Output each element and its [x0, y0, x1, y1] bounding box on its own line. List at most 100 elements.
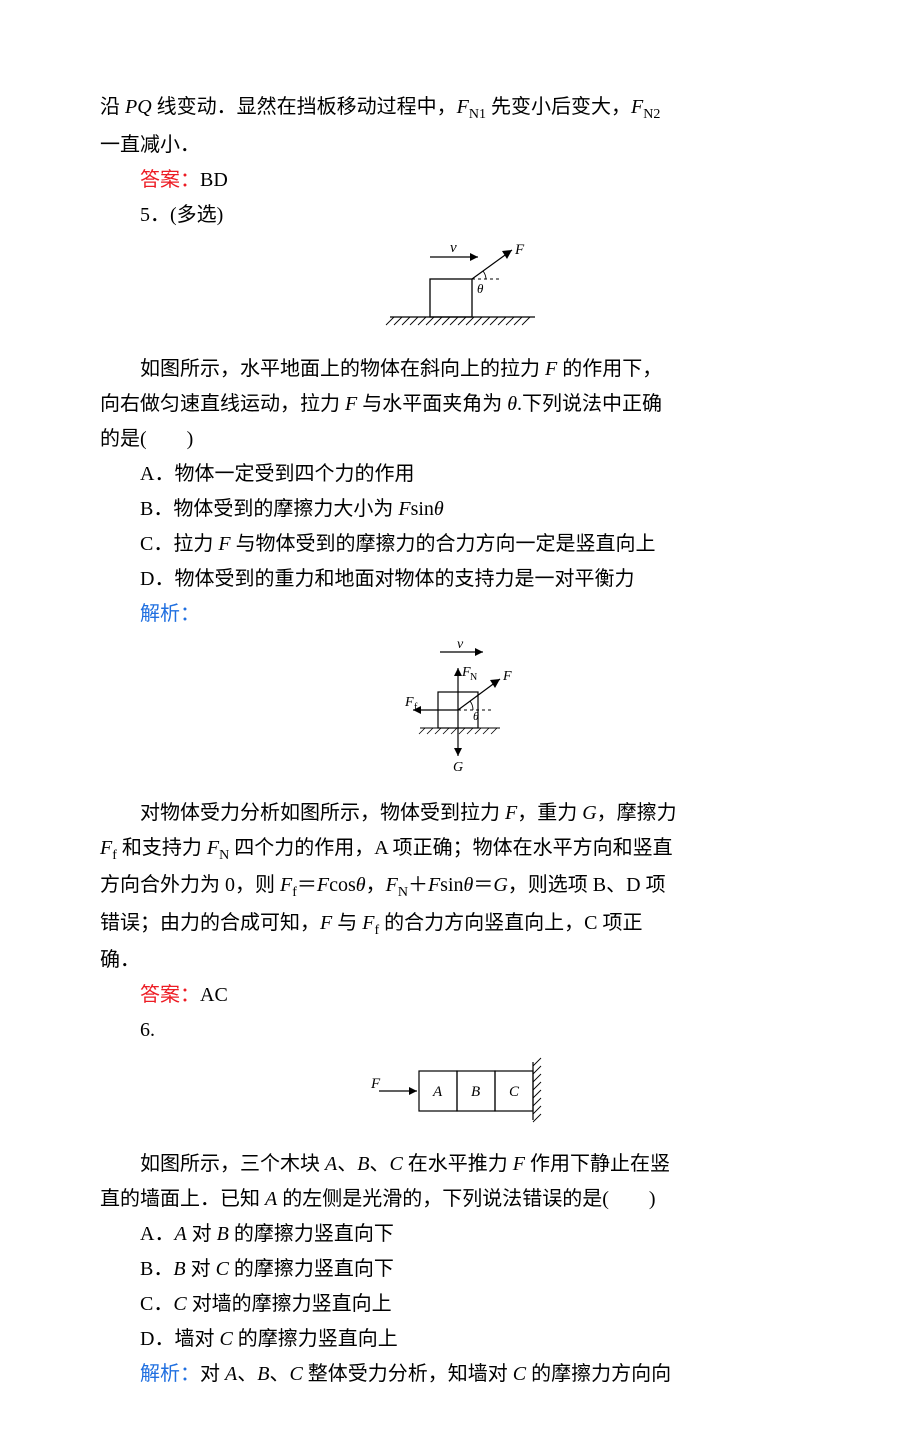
text: 与水平面夹角为: [357, 393, 507, 415]
text: 四个力的作用，A 项正确；物体在水平方向和竖直: [229, 837, 672, 859]
text: 对: [187, 1223, 217, 1245]
variable-b: B: [173, 1258, 185, 1280]
text: D．墙对: [140, 1328, 219, 1350]
text: B．: [140, 1258, 173, 1280]
text: B．物体受到的摩擦力大小为: [140, 498, 398, 520]
answer-value: AC: [200, 984, 228, 1006]
answer-value: BD: [200, 169, 228, 191]
label-f: F: [514, 242, 525, 258]
variable-f: F: [207, 837, 219, 859]
variable-c: C: [219, 1328, 232, 1350]
subscript: N: [398, 885, 408, 900]
text: 整体受力分析，知墙对: [303, 1363, 513, 1385]
variable-a: A: [325, 1153, 337, 1175]
text: 的左侧是光滑的，下列说法错误的是( ): [277, 1188, 655, 1210]
text: 的摩擦力竖直向下: [229, 1223, 394, 1245]
q5-stem-line3: 的是( ): [100, 422, 820, 457]
q6-number: 6.: [100, 1013, 820, 1048]
text: 的摩擦力竖直向上: [233, 1328, 398, 1350]
variable-f: F: [505, 802, 517, 824]
explain-label: 解析：: [140, 1363, 200, 1385]
q5-exp-line3: 方向合外力为 0，则 Ff＝Fcosθ，FN＋Fsinθ＝G，则选项 B、D 项: [100, 868, 820, 906]
text: 先变小后变大，: [486, 96, 631, 118]
text: C．拉力: [140, 533, 218, 555]
text: ，则选项 B、D 项: [508, 874, 666, 896]
variable-a: A: [174, 1223, 186, 1245]
variable-c: C: [513, 1363, 526, 1385]
q5-exp-line4: 错误；由力的合成可知，F 与 Ff 的合力方向竖直向上，C 项正: [100, 906, 820, 944]
q5-explain-label: 解析：: [100, 597, 820, 632]
text: 、: [269, 1363, 289, 1385]
q5-answer: 答案：AC: [100, 978, 820, 1013]
variable-b: B: [217, 1223, 229, 1245]
variable-c: C: [173, 1293, 186, 1315]
label-f: F: [502, 669, 512, 684]
text: 的作用下，: [557, 358, 662, 380]
explain-label: 解析：: [140, 603, 200, 625]
text: ，: [366, 874, 386, 896]
label-c: C: [509, 1084, 520, 1100]
variable-a: A: [265, 1188, 277, 1210]
text: 对墙的摩擦力竖直向上: [187, 1293, 392, 1315]
variable-f: F: [362, 912, 374, 934]
text: 在水平推力: [403, 1153, 513, 1175]
variable-f: F: [386, 874, 398, 896]
text: 和支持力: [117, 837, 207, 859]
variable-b: B: [357, 1153, 369, 1175]
label-v: v: [457, 638, 464, 652]
text: sin: [440, 874, 463, 896]
subscript: N2: [643, 107, 660, 122]
variable-f: F: [631, 96, 643, 118]
q5-stem-line1: 如图所示，水平地面上的物体在斜向上的拉力 F 的作用下，: [100, 352, 820, 387]
text: C．: [140, 1293, 173, 1315]
label-theta: θ: [477, 281, 484, 296]
text: 错误；由力的合成可知，: [100, 912, 320, 934]
text: 直的墙面上．已知: [100, 1188, 265, 1210]
text: ，重力: [517, 802, 582, 824]
text: ，摩擦力: [597, 802, 677, 824]
text: .下列说法中正确: [517, 393, 662, 415]
variable-b: B: [257, 1363, 269, 1385]
label-ff-f: F: [404, 695, 414, 710]
q5-exp-line1: 对物体受力分析如图所示，物体受到拉力 F，重力 G，摩擦力: [100, 796, 820, 831]
q5-exp-line5: 确．: [100, 943, 820, 978]
q6-option-a: A．A 对 B 的摩擦力竖直向下: [100, 1217, 820, 1252]
variable-c: C: [216, 1258, 229, 1280]
intro-line2: 一直减小．: [100, 128, 820, 163]
label-fn-sub: N: [470, 672, 477, 683]
q5-option-c: C．拉力 F 与物体受到的摩擦力的合力方向一定是竖直向上: [100, 527, 820, 562]
variable-theta: θ: [434, 498, 444, 520]
intro-line1: 沿 PQ 线变动．显然在挡板移动过程中，FN1 先变小后变大，FN2: [100, 90, 820, 128]
text: 线变动．显然在挡板移动过程中，: [152, 96, 457, 118]
subscript: N1: [469, 107, 486, 122]
label-v: v: [450, 240, 457, 256]
text: sin: [411, 498, 434, 520]
answer-label: 答案：: [140, 984, 200, 1006]
text: 的摩擦力竖直向下: [229, 1258, 394, 1280]
text: 如图所示，三个木块: [140, 1153, 325, 1175]
text: 、: [237, 1363, 257, 1385]
text: 与物体受到的摩擦力的合力方向一定是竖直向上: [231, 533, 656, 555]
variable-f: F: [320, 912, 332, 934]
variable-f: F: [280, 874, 292, 896]
text: cos: [329, 874, 356, 896]
q5-stem-line2: 向右做匀速直线运动，拉力 F 与水平面夹角为 θ.下列说法中正确: [100, 387, 820, 422]
text: 对: [200, 1363, 225, 1385]
variable-f: F: [218, 533, 230, 555]
variable-f: F: [398, 498, 410, 520]
text: 沿: [100, 96, 125, 118]
text: 作用下静止在竖: [525, 1153, 670, 1175]
q6-option-d: D．墙对 C 的摩擦力竖直向上: [100, 1322, 820, 1357]
label-a: A: [432, 1084, 443, 1100]
variable-f: F: [317, 874, 329, 896]
variable-theta: θ: [507, 393, 517, 415]
text: 对物体受力分析如图所示，物体受到拉力: [140, 802, 505, 824]
label-theta: θ: [473, 709, 479, 723]
q5-option-d: D．物体受到的重力和地面对物体的支持力是一对平衡力: [100, 562, 820, 597]
text: A．: [140, 1223, 174, 1245]
q5-option-a: A．物体一定受到四个力的作用: [100, 457, 820, 492]
text: ＝: [473, 874, 493, 896]
variable-f: F: [545, 358, 557, 380]
intro-answer: 答案：BD: [100, 163, 820, 198]
variable-f: F: [345, 393, 357, 415]
